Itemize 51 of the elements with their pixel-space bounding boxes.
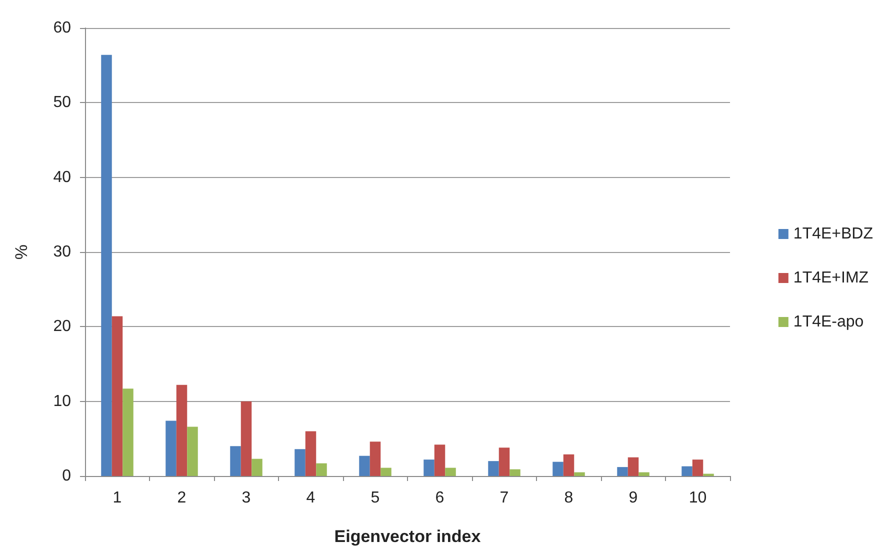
bar [112, 316, 123, 476]
bar [294, 449, 306, 476]
y-tick-label: 0 [62, 468, 72, 484]
bar [252, 458, 262, 476]
bar [692, 460, 704, 476]
bar [498, 448, 510, 476]
bar [316, 463, 327, 476]
x-tick-label: 1 [112, 490, 122, 506]
x-tick-label: 7 [500, 490, 509, 506]
bar [488, 461, 499, 476]
bar [101, 54, 112, 476]
bar [434, 444, 446, 476]
y-axis-title: % [12, 244, 31, 260]
bar [230, 446, 241, 476]
bar [359, 456, 370, 476]
bar [122, 388, 134, 476]
x-tick-label: 6 [435, 490, 444, 506]
bar [617, 467, 628, 476]
x-tick-label: 3 [242, 490, 251, 506]
legend-label: 1T4E+BDZ [793, 226, 874, 242]
bar [638, 472, 650, 476]
y-tick-label: 30 [53, 244, 72, 260]
x-tick-label: 8 [564, 490, 574, 506]
bar [445, 468, 456, 476]
bar [240, 401, 252, 476]
bar [380, 468, 392, 476]
bar [563, 454, 574, 476]
bar [305, 431, 316, 476]
bar [574, 472, 585, 476]
bar [628, 457, 639, 476]
y-tick-label: 40 [53, 168, 72, 186]
bar [552, 462, 564, 476]
bar [166, 420, 176, 476]
legend-label: 1T4E+IMZ [793, 270, 869, 286]
bar [187, 426, 198, 476]
y-tick-label: 10 [53, 392, 72, 410]
x-axis-title: Eigenvector index [334, 527, 482, 546]
legend-label: 1T4E-apo [793, 314, 864, 330]
x-tick-label: 5 [370, 490, 380, 506]
bar [176, 384, 188, 476]
y-tick-label: 60 [53, 20, 72, 36]
y-tick-label: 50 [53, 94, 72, 112]
x-tick-label: 2 [177, 490, 186, 506]
x-tick-label: 4 [306, 490, 316, 506]
bar [424, 460, 434, 476]
bar [682, 466, 692, 476]
y-tick-label: 20 [53, 318, 72, 336]
bar [370, 442, 381, 476]
x-tick-label: 10 [688, 490, 707, 506]
bar [510, 469, 520, 476]
x-tick-label: 9 [628, 490, 638, 506]
